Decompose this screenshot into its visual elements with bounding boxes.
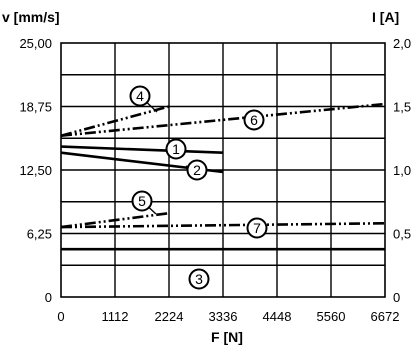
x-tick-label: 1112 xyxy=(102,309,129,324)
x-tick-label: 2224 xyxy=(155,309,184,324)
grid xyxy=(61,43,385,297)
tick-labels: 0 1112 2224 3336 4448 5560 6672 0 6,25 12,50 18,75… xyxy=(19,36,411,324)
series-line-6 xyxy=(60,102,386,137)
series-callouts: 12 3 4 5 6 7 xyxy=(129,85,268,290)
callout-label-7: 7 xyxy=(253,220,261,236)
callout-circle-2 xyxy=(186,159,208,181)
y-right-tick-label: 1,0 xyxy=(393,163,411,178)
x-axis-title: F [N] xyxy=(211,329,243,345)
y-left-tick-label: 18,75 xyxy=(19,100,52,115)
y-right-tick-label: 1,5 xyxy=(393,100,411,115)
callout-circle-1 xyxy=(165,138,187,160)
series-line-4 xyxy=(60,105,170,137)
series-line-5 xyxy=(60,211,170,229)
y-left-tick-label: 6,25 xyxy=(27,227,52,242)
callout-label-2: 2 xyxy=(193,162,201,178)
x-tick-label: 4448 xyxy=(263,309,292,324)
callout-label-1: 1 xyxy=(172,141,180,157)
y-left-tick-label: 25,00 xyxy=(19,36,52,51)
callout-label-3: 3 xyxy=(195,271,203,287)
callout-label-6: 6 xyxy=(250,112,258,128)
series-line-7 xyxy=(60,222,386,229)
y-left-tick-label: 12,50 xyxy=(19,163,52,178)
series-line-1 xyxy=(60,145,224,154)
callout-circle-6 xyxy=(243,109,265,131)
y-right-tick-label: 0,5 xyxy=(393,227,411,242)
callout-circle-4 xyxy=(129,85,151,107)
x-tick-label: 5560 xyxy=(317,309,346,324)
plot-frame xyxy=(60,42,386,298)
x-tick-label: 3336 xyxy=(209,309,238,324)
callout-circle-7 xyxy=(246,217,268,239)
x-tick-label: 0 xyxy=(57,309,64,324)
callout-label-4: 4 xyxy=(136,88,144,104)
callout-circle-3 xyxy=(188,268,210,290)
callout-circle-5 xyxy=(131,190,153,212)
y-right-axis-title: I [A] xyxy=(372,9,399,25)
y-left-tick-label: 0 xyxy=(45,290,52,305)
x-tick-label: 6672 xyxy=(371,309,400,324)
y-right-tick-label: 2,0 xyxy=(393,36,411,51)
y-left-axis-title: v [mm/s] xyxy=(2,9,60,25)
callout-label-5: 5 xyxy=(138,193,146,209)
y-right-tick-label: 0 xyxy=(393,290,400,305)
